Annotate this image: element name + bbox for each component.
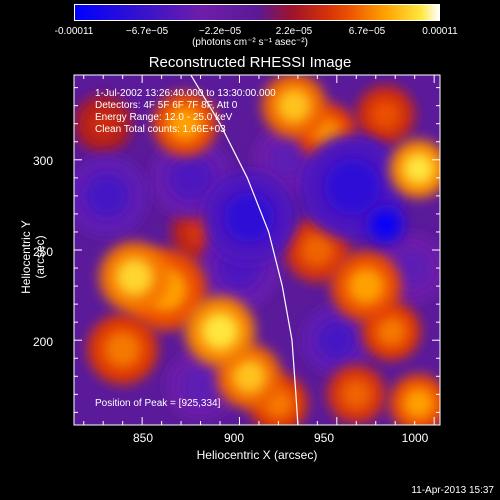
colorbar-tick: −2.2e−05 [198, 26, 242, 37]
x-axis-label: Heliocentric X (arcsec) [196, 448, 318, 462]
colorbar-tick: 0.00011 [422, 26, 458, 37]
axis-ticks [74, 75, 440, 425]
heat-blob-core [300, 232, 335, 268]
colorbar-unit: (photons cm⁻² s⁻¹ asec⁻²) [192, 37, 308, 48]
annotation-energy: Energy Range: 12.0 - 25.0 keV [95, 112, 233, 123]
heatmap [74, 75, 440, 425]
heat-blob-core [324, 158, 381, 215]
heat-blob-core [318, 321, 356, 359]
colorbar-tick: 6.7e−05 [348, 26, 386, 37]
y-tick-label: 300 [33, 154, 54, 168]
heat-blob-core [269, 141, 307, 179]
heat-blob-core [347, 267, 385, 305]
heat-blob-core [392, 249, 430, 287]
y-axis-label: Heliocentric Y (arcsec) [19, 220, 47, 294]
y-tick-label: 200 [33, 335, 54, 349]
colorbar-tick: -0.00011 [54, 26, 94, 37]
chart-title: Reconstructed RHESSI Image [148, 54, 352, 71]
heat-blob-core [403, 387, 435, 419]
heat-blob-core [340, 378, 372, 410]
heat-blob-core [224, 192, 275, 243]
colorbar [74, 4, 440, 21]
annotation-date: 1-Jul-2002 13:26:40.000 to 13:30:00.000 [95, 88, 276, 99]
solar-limb-curve [190, 75, 299, 425]
heat-blob-core [232, 359, 267, 394]
heat-blob-core [181, 366, 220, 404]
annotation-peak: Position of Peak = [925,334] [95, 398, 221, 409]
heat-blob-core [167, 106, 203, 141]
heat-blob-core [201, 312, 239, 350]
heat-blob-core [87, 108, 119, 140]
heat-blob-core [403, 153, 435, 185]
colorbar-tick: 2.2e−05 [275, 26, 313, 37]
heat-blob-core [85, 174, 129, 218]
x-tick-label: 950 [313, 431, 335, 445]
x-tick-label: 850 [132, 431, 154, 445]
x-tick-label: 900 [223, 431, 245, 445]
annotation-detectors: Detectors: 4F 5F 6F 7F 8F, Att 0 [95, 100, 238, 111]
heat-blob-core [375, 315, 407, 347]
annotation-clean: Clean Total counts: 1.66E+03 [95, 124, 226, 135]
heat-blob-core [115, 258, 154, 296]
heat-blob-core [103, 330, 142, 368]
x-tick-label: 1000 [401, 431, 429, 445]
heat-blob-core [374, 213, 397, 236]
y-tick-label: 250 [33, 245, 54, 259]
heat-blob-core [369, 99, 402, 131]
heat-blob-core [169, 156, 213, 200]
heat-blob-core [276, 88, 312, 123]
colorbar-tick: −6.7e−05 [125, 26, 169, 37]
timestamp: 11-Apr-2013 15:37 [411, 485, 494, 496]
